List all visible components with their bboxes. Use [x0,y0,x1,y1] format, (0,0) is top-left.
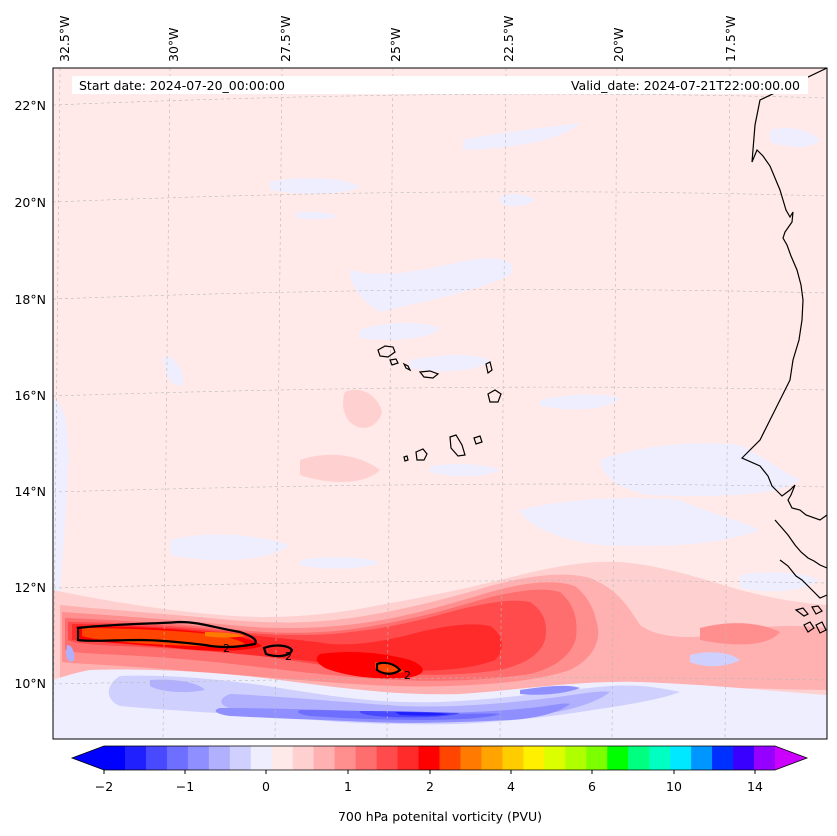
colorbar-tick-label: −1 [176,779,194,794]
colorbar-cell [733,746,755,770]
lon-label: 22.5°W [501,16,516,62]
colorbar-tick-label: 4 [507,779,515,794]
colorbar-cell [502,746,524,770]
colorbar-cell [607,746,629,770]
colorbar-extend-high [775,746,807,770]
colorbar-cell [523,746,545,770]
colorbar-tick-label: 1 [344,779,352,794]
colorbar-cell [439,746,461,770]
colorbar-cell [187,746,210,770]
lon-label: 32.5°W [57,16,72,62]
colorbar-tick-label: 6 [588,779,596,794]
colorbar-cell [460,746,482,770]
valid-date-text: Valid_date: 2024-07-21T22:00:00.00 [571,78,800,93]
colorbar-cell [250,746,273,770]
colorbar-cell [712,746,734,770]
contour-level-labels: 2 2 2 [223,642,411,682]
colorbar-cells [104,746,776,770]
colorbar-cell [649,746,671,770]
colorbar-cell [208,746,231,770]
colorbar-cell [565,746,587,770]
pv-negative-band [53,645,827,739]
lat-label: 10°N [14,676,46,691]
colorbar-cell [313,746,336,770]
colorbar-cell [397,746,419,770]
colorbar-cell [229,746,252,770]
map-panel: 2 2 2 Start date: [53,68,827,739]
contour-label: 2 [223,642,230,655]
colorbar-tick-label: 2 [426,779,434,794]
lat-label: 16°N [14,388,46,403]
colorbar-tick-label: −2 [95,779,113,794]
colorbar-cell [292,746,315,770]
longitude-labels: 32.5°W 30°W 27.5°W 25°W 22.5°W 20°W 17.5… [57,16,738,62]
info-strip [72,76,808,94]
start-date-text: Start date: 2024-07-20_00:00:00 [79,78,285,93]
colorbar-cell [628,746,650,770]
lat-label: 18°N [14,292,46,307]
colorbar-cell [104,746,126,770]
latitude-labels: 22°N 20°N 18°N 16°N 14°N 12°N 10°N [14,98,46,691]
lon-label: 25°W [388,27,403,62]
colorbar-cell [481,746,503,770]
african-coastline [740,68,827,634]
map-frame [52,67,828,740]
colorbar-title: 700 hPa potenital vorticity (PVU) [338,809,542,824]
colorbar-cell [124,746,147,770]
lat-label: 12°N [14,580,46,595]
colorbar-cell [544,746,566,770]
colorbar-cell [166,746,189,770]
colorbar-ticks [103,770,756,774]
lon-label: 27.5°W [278,16,293,62]
colorbar-cell [691,746,713,770]
colorbar-cell [586,746,608,770]
colorbar: −2 −1 0 1 2 4 6 10 14 700 hPa potenital … [70,745,809,824]
lat-label: 14°N [14,484,46,499]
colorbar-cell [418,746,440,770]
lon-label: 20°W [611,27,626,62]
colorbar-cell [376,746,398,770]
colorbar-tick-label: 14 [747,779,763,794]
colorbar-tick-label: 0 [262,779,270,794]
lat-label: 20°N [14,195,46,210]
graticule [53,68,827,739]
lon-label: 30°W [166,27,181,62]
pv-2-contour [76,620,402,675]
colorbar-cell [355,746,377,770]
colorbar-cell [670,746,692,770]
cape-verde-islands [377,345,502,462]
colorbar-tick-label: 10 [666,779,682,794]
lat-label: 22°N [14,98,46,113]
contour-label: 2 [404,669,411,682]
colorbar-cell [334,746,357,770]
lon-label: 17.5°W [723,16,738,62]
colorbar-cell [754,746,776,770]
colorbar-tick-labels: −2 −1 0 1 2 4 6 10 14 [95,779,763,794]
colorbar-cell [145,746,168,770]
contour-label: 2 [285,650,292,663]
colorbar-extend-low [72,746,104,770]
colorbar-cell [271,746,294,770]
pv-positive-band [53,389,827,712]
